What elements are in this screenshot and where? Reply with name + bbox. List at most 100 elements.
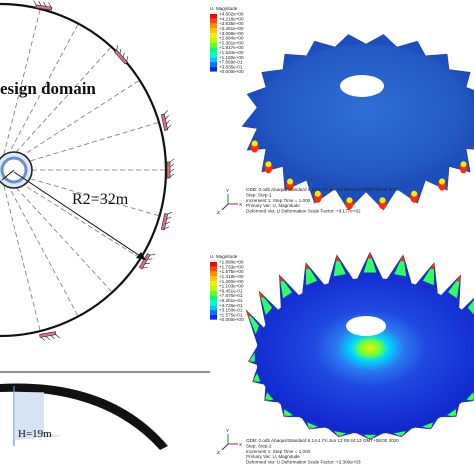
top-info-block: ODB: 0.odb Abaqus/Standard 6.14-1 Fri Ju…: [246, 187, 399, 214]
top-legend-swatch: [210, 14, 217, 19]
top-info-line: ODB: 0.odb Abaqus/Standard 6.14-1 Fri Ju…: [246, 187, 399, 192]
svg-text:X: X: [239, 202, 242, 207]
top-legend-title: U, Magnitude: [210, 6, 238, 11]
bottom-tooth-mid: [466, 392, 474, 401]
top-legend-value: +3.451e+00: [219, 26, 244, 31]
bottom-legend-swatch: [210, 286, 217, 291]
svg-text:Z: Z: [217, 210, 220, 215]
bottom-legend-value: +3.150e-01: [219, 308, 243, 313]
top-legend-value: +4.218e+00: [219, 16, 244, 21]
top-hotspot-core: [314, 190, 321, 197]
bottom-legend-swatch: [210, 290, 217, 296]
bottom-tooth-tip: [308, 427, 313, 430]
bottom-legend-value: +1.890e+00: [219, 260, 244, 265]
bottom-legend-swatch: [210, 300, 217, 306]
top-legend-swatch: [210, 33, 217, 38]
bottom-tooth-mid: [264, 392, 274, 401]
bottom-info-block: ODB: 0.odb Abaqus/Standard 6.14-1 Fri Ju…: [246, 438, 399, 465]
top-legend-value: +3.835e+00: [219, 21, 244, 26]
outer-radius-arrow: [13, 171, 147, 261]
bottom-deformed-teeth: [245, 251, 474, 440]
bottom-legend-value: +1.103e+00: [219, 284, 244, 289]
bottom-tooth-mid: [283, 409, 293, 417]
top-legend-swatch: [210, 47, 217, 53]
top-hotspot-core: [379, 197, 386, 204]
bottom-legend-scale: +1.890e+00+1.733e+00+1.575e+00+1.418e+00…: [210, 260, 244, 322]
bottom-tooth-tip: [452, 415, 457, 417]
bottom-tooth-tip: [264, 399, 269, 401]
bottom-info-line: ODB: 0.odb Abaqus/Standard 6.14-1 Fri Ju…: [246, 438, 399, 443]
bottom-info-line: Primary Var: U, Magnitude: [246, 454, 300, 459]
height-label: H=19m: [18, 428, 52, 440]
top-hotspot-core: [251, 140, 258, 147]
top-plate-surface: [256, 44, 474, 192]
top-info-line: Primary Var: U, Magnitude: [246, 203, 300, 208]
top-legend-value: +1.917e+00: [219, 45, 244, 50]
bottom-legend-value: +9.451e-01: [219, 288, 243, 293]
bottom-legend-swatch: [210, 271, 217, 277]
bottom-tooth-tip: [400, 254, 405, 262]
bottom-tooth-tip: [305, 262, 310, 270]
top-hotspot-core: [411, 190, 418, 197]
bottom-tooth-tip: [399, 435, 403, 437]
bottom-tooth-mid: [334, 431, 347, 437]
outer-radius-arrowhead: [136, 252, 146, 260]
bottom-tooth-mid: [467, 299, 474, 315]
section-view: H=19m: [0, 371, 210, 450]
top-legend-swatch: [210, 23, 217, 29]
top-legend-scale: +4.602e+00+4.218e+00+3.835e+00+3.451e+00…: [210, 12, 244, 74]
inner-radius-arrow: [1, 169, 15, 181]
top-legend-swatch: [210, 57, 217, 62]
top-legend-swatch: [210, 28, 217, 34]
top-legend-value: +3.068e+00: [219, 31, 244, 36]
bottom-legend-title: U, Magnitude: [210, 254, 238, 259]
bottom-tooth-mid: [252, 373, 261, 382]
top-hotspot-core: [265, 161, 272, 168]
radius-label: R2=32m: [72, 191, 129, 208]
shell-profile: [0, 383, 168, 450]
top-hotspot-core: [460, 161, 467, 168]
bottom-tooth-tip: [427, 427, 432, 430]
bottom-legend-value: +1.260e+00: [219, 279, 244, 284]
top-hotspot-core: [287, 178, 293, 185]
svg-text:Y: Y: [226, 188, 229, 193]
bottom-tooth-mid: [363, 434, 377, 440]
top-legend-value: +2.684e+00: [219, 36, 244, 41]
top-legend-swatch: [210, 62, 217, 67]
outer-boundary-circle: [0, 2, 168, 338]
bottom-legend-value: +1.575e+00: [219, 269, 244, 274]
design-domain-plan: esign domain R2=32m: [0, 0, 175, 341]
bottom-info-line: Increment 1: Step Time = 1.000: [246, 449, 311, 454]
bottom-legend-swatch: [210, 281, 217, 286]
top-hotspot-core: [439, 178, 445, 185]
bottom-legend-value: +1.575e-01: [219, 312, 243, 317]
top-result-panel: U, Magnitude +4.602e+00+4.218e+00+3.835e…: [210, 6, 474, 215]
bottom-axis-triad: Y X Z: [217, 428, 242, 455]
bottom-tooth-tip: [248, 360, 253, 362]
bottom-legend-swatch: [210, 276, 217, 282]
bottom-tooth-tip: [258, 291, 265, 298]
bottom-tooth-mid: [248, 353, 255, 362]
bottom-tooth-tip: [337, 435, 341, 437]
bottom-info-line: Deformed Var: U Deformation Scale Factor…: [246, 460, 361, 465]
bottom-legend-swatch: [210, 314, 217, 320]
svg-text:Y: Y: [226, 428, 229, 433]
bottom-tooth-mid: [307, 422, 318, 430]
bottom-tooth-tip: [368, 438, 372, 440]
top-legend-value: +3.835e-01: [219, 64, 243, 69]
bottom-tooth-mid: [393, 431, 406, 437]
bottom-tooth-tip: [471, 399, 474, 401]
bottom-legend-value: +1.733e+00: [219, 264, 244, 269]
top-legend-swatch: [210, 18, 217, 24]
bottom-tooth-mid: [363, 252, 377, 273]
bottom-legend-value: +7.876e-01: [219, 293, 243, 298]
top-legend-swatch: [210, 38, 217, 43]
bottom-result-panel: U, Magnitude +1.890e+00+1.733e+00+1.575e…: [210, 251, 474, 465]
domain-label: esign domain: [0, 79, 96, 98]
svg-text:Z: Z: [217, 450, 220, 455]
top-legend-swatch: [210, 66, 217, 72]
bottom-legend-value: +0.000e+00: [219, 317, 244, 322]
top-legend-swatch: [210, 52, 217, 58]
top-legend-swatch: [210, 42, 217, 48]
